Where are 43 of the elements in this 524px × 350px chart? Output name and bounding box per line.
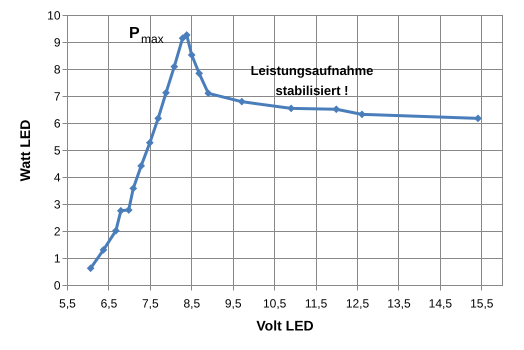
x-tick-label: 15,5 <box>470 296 494 310</box>
y-tick-label: 4 <box>54 170 61 184</box>
point <box>195 69 204 78</box>
x-tick-label: 10,5 <box>262 296 287 310</box>
point <box>204 89 212 98</box>
x-axis-title: Volt LED <box>256 318 314 334</box>
point <box>100 246 108 254</box>
y-tick-label: 9 <box>54 36 61 50</box>
point <box>129 184 138 192</box>
point <box>162 88 170 97</box>
point <box>112 226 120 235</box>
x-tick-label: 6,5 <box>100 296 118 310</box>
x-tick-label: 8,5 <box>183 296 200 310</box>
y-tick-label: 8 <box>54 62 61 76</box>
y-tick-label: 2 <box>54 224 61 238</box>
x-tick-label: 14,5 <box>428 296 452 310</box>
y-tick-label: 7 <box>54 90 61 104</box>
x-tick-label: 7,5 <box>142 296 160 310</box>
point <box>287 104 295 112</box>
point <box>146 138 154 147</box>
point <box>170 62 178 70</box>
point <box>124 206 133 214</box>
point <box>86 264 94 272</box>
y-tick-label: 6 <box>54 116 61 130</box>
point <box>474 114 482 122</box>
y-tick-label: 1 <box>54 252 61 266</box>
y-tick-label: 0 <box>54 278 61 292</box>
x-tick-label: 12,5 <box>346 296 370 310</box>
point <box>116 206 125 215</box>
point <box>137 162 146 170</box>
y-tick-label: 10 <box>47 8 61 22</box>
point <box>154 114 162 122</box>
y-tick-label: 3 <box>54 198 61 212</box>
y-tick-label: 5 <box>54 144 61 158</box>
annotation: Leistungsaufnahme stabilisiert ! <box>250 63 374 98</box>
point <box>178 34 186 42</box>
x-tick-label: 11,5 <box>304 296 328 310</box>
x-tick-label: 9,5 <box>224 296 242 310</box>
point <box>188 51 196 59</box>
x-tick-label: 13,5 <box>387 296 411 310</box>
y-axis-title: Watt LED <box>17 120 34 182</box>
x-tick-label: 5,5 <box>59 296 76 310</box>
point <box>182 31 191 39</box>
